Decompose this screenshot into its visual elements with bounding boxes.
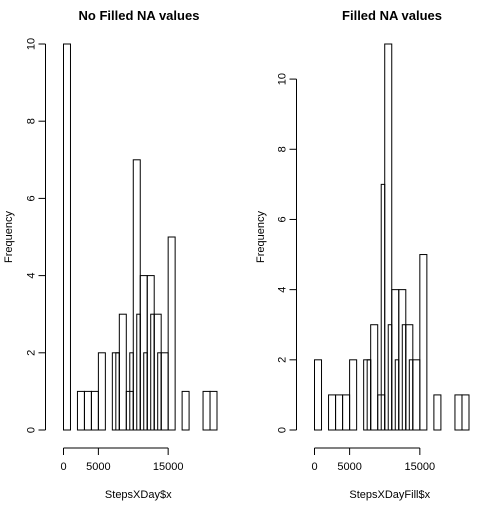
y-tick-label: 6 bbox=[277, 216, 289, 222]
x-tick-label: 5000 bbox=[337, 461, 361, 473]
histogram-bar bbox=[167, 236, 176, 431]
histogram-bar-inner bbox=[115, 352, 120, 431]
x-axis-label: StepsXDayFill$x bbox=[349, 489, 430, 501]
y-tick-label: 4 bbox=[277, 287, 289, 293]
y-tick-label: 4 bbox=[26, 273, 38, 279]
y-tick-label: 2 bbox=[277, 357, 289, 363]
histogram-bar bbox=[335, 394, 344, 431]
histogram-bar-inner bbox=[136, 313, 141, 431]
y-tick-label: 8 bbox=[277, 146, 289, 152]
histogram-bar bbox=[76, 390, 85, 431]
histogram-bar-inner bbox=[143, 352, 148, 431]
histogram-bar-inner bbox=[401, 324, 407, 431]
histogram-bar-inner bbox=[408, 359, 414, 431]
y-tick-label: 10 bbox=[26, 38, 38, 50]
histogram-bar bbox=[202, 390, 211, 431]
y-tick-label: 8 bbox=[26, 118, 38, 124]
histogram-bar bbox=[419, 254, 428, 431]
histogram-bar bbox=[90, 390, 99, 431]
histogram-bar bbox=[433, 394, 442, 431]
x-tick-label: 15000 bbox=[153, 461, 184, 473]
x-tick-label: 5000 bbox=[86, 461, 110, 473]
histogram-panel-1: No Filled NA values 0 5000 15000 0 2 4 6 8 10 Step… bbox=[3, 8, 218, 501]
x-tick-label: 0 bbox=[60, 461, 66, 473]
histogram-panel-2: Filled NA values 0 5000 15000 0 2 4 6 8 10 StepsXD… bbox=[255, 8, 470, 501]
histogram-bar-inner bbox=[394, 359, 400, 431]
y-tick-label: 6 bbox=[26, 195, 38, 201]
chart-title: Filled NA values bbox=[342, 8, 442, 23]
histogram-bar-inner bbox=[380, 183, 386, 431]
histogram-bar bbox=[97, 352, 106, 431]
x-axis-label: StepsXDay$x bbox=[105, 489, 172, 501]
histogram-bar bbox=[461, 394, 470, 431]
histogram-bar bbox=[83, 390, 92, 431]
histogram-bar bbox=[349, 359, 358, 431]
histogram-bar bbox=[370, 324, 379, 431]
y-tick-label: 0 bbox=[26, 427, 38, 433]
y-tick-label: 2 bbox=[26, 350, 38, 356]
histogram-bar bbox=[454, 394, 463, 431]
x-tick-label: 0 bbox=[311, 461, 317, 473]
histogram-bar-inner bbox=[150, 313, 155, 431]
x-tick-label: 15000 bbox=[405, 461, 436, 473]
y-axis-label: Frequency bbox=[3, 211, 15, 263]
chart-title: No Filled NA values bbox=[79, 8, 200, 23]
histogram-bar-inner bbox=[366, 359, 372, 431]
histogram-bar-inner bbox=[387, 324, 393, 431]
histogram-bar bbox=[209, 390, 218, 431]
histogram-bar bbox=[63, 43, 71, 431]
histogram-bar bbox=[342, 394, 351, 431]
histogram-bar bbox=[412, 359, 421, 431]
y-tick-label: 10 bbox=[277, 73, 289, 85]
histogram-bar-inner bbox=[157, 352, 162, 431]
histogram-bar bbox=[160, 352, 169, 431]
y-axis-label: Frequency bbox=[255, 211, 267, 263]
histogram-bar bbox=[328, 394, 337, 431]
histogram-bar bbox=[181, 390, 190, 431]
y-tick-label: 0 bbox=[277, 427, 289, 433]
histogram-bar bbox=[118, 313, 127, 431]
histogram-bar-inner bbox=[129, 352, 134, 431]
histogram-bar bbox=[314, 359, 323, 431]
